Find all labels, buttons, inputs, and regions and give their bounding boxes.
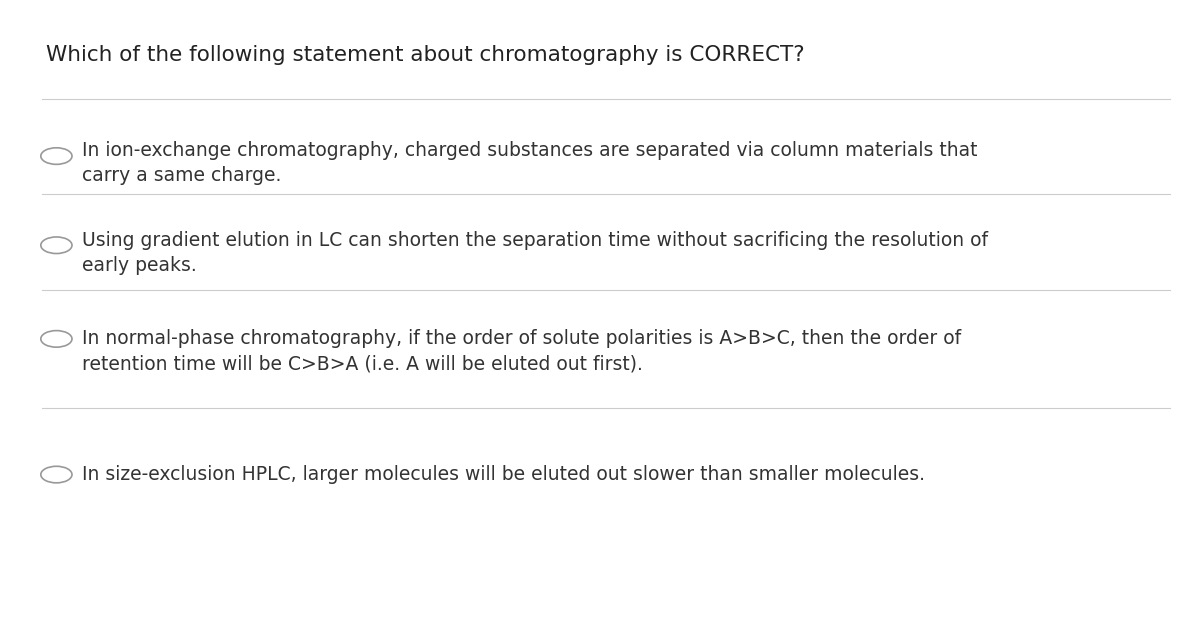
Text: early peaks.: early peaks. [82,256,197,275]
Text: In size-exclusion HPLC, larger molecules will be eluted out slower than smaller : In size-exclusion HPLC, larger molecules… [82,465,925,484]
Text: In normal-phase chromatography, if the order of solute polarities is A>B>C, then: In normal-phase chromatography, if the o… [82,329,961,348]
Text: Using gradient elution in LC can shorten the separation time without sacrificing: Using gradient elution in LC can shorten… [82,231,988,250]
Text: carry a same charge.: carry a same charge. [82,166,281,185]
Text: retention time will be C>B>A (i.e. A will be eluted out first).: retention time will be C>B>A (i.e. A wil… [82,355,642,374]
Text: In ion-exchange chromatography, charged substances are separated via column mate: In ion-exchange chromatography, charged … [82,141,977,161]
Text: Which of the following statement about chromatography is CORRECT?: Which of the following statement about c… [46,45,804,64]
